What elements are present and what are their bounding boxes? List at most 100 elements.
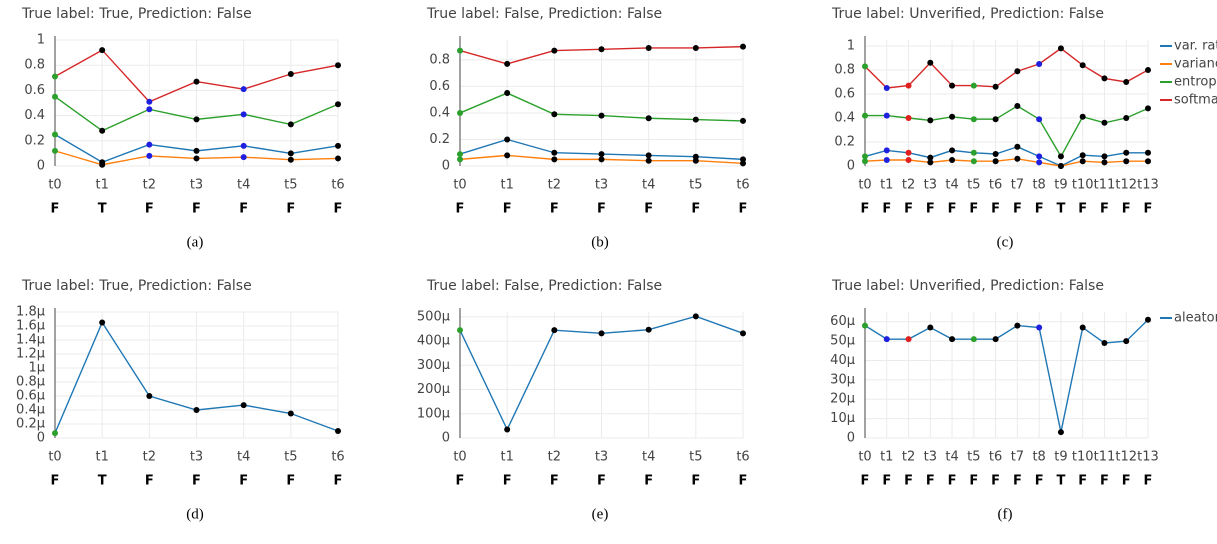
point xyxy=(551,327,558,334)
x-tick-label: t0 xyxy=(858,450,871,465)
point xyxy=(335,428,341,434)
x-tick-label: t11 xyxy=(1094,450,1116,465)
legend-label: entropy xyxy=(1174,75,1217,90)
point xyxy=(949,147,956,154)
x-flag-label: F xyxy=(948,474,957,489)
x-flag-label: F xyxy=(334,202,343,217)
point xyxy=(99,161,106,168)
x-flag-label: F xyxy=(904,202,913,217)
point xyxy=(862,63,868,70)
x-tick-label: t7 xyxy=(1011,178,1024,193)
point xyxy=(905,157,912,163)
point xyxy=(457,47,463,54)
x-flag-label: F xyxy=(1100,202,1109,217)
caption: (b) xyxy=(591,234,609,250)
point xyxy=(1014,143,1021,150)
x-flag-label: F xyxy=(1122,474,1131,489)
x-tick-label: t5 xyxy=(967,450,980,465)
point xyxy=(992,158,999,165)
x-flag-label: F xyxy=(969,202,978,217)
chart-title: True label: True, Prediction: False xyxy=(21,6,252,22)
y-tick-label: 0.6μ xyxy=(16,389,45,404)
point xyxy=(992,116,999,123)
point xyxy=(335,62,341,69)
point xyxy=(146,141,153,148)
series-line xyxy=(864,47,1149,89)
point xyxy=(1101,159,1108,166)
x-flag-label: T xyxy=(1056,202,1065,217)
point xyxy=(1145,158,1151,165)
point xyxy=(287,150,294,157)
point xyxy=(1036,61,1043,67)
point xyxy=(52,131,58,138)
point xyxy=(457,151,463,158)
y-tick-label: 0.8 xyxy=(834,63,855,78)
x-tick-label: t4 xyxy=(237,178,250,193)
x-flag-label: T xyxy=(98,202,107,217)
x-tick-label: t0 xyxy=(48,450,61,465)
point xyxy=(193,155,200,162)
point xyxy=(598,156,605,163)
point xyxy=(645,326,652,333)
point xyxy=(146,106,153,113)
point xyxy=(504,152,511,159)
x-tick-label: t8 xyxy=(1032,178,1045,193)
x-tick-label: t4 xyxy=(945,178,958,193)
point xyxy=(1123,79,1130,85)
x-tick-label: t1 xyxy=(500,178,513,193)
x-flag-label: F xyxy=(739,474,748,489)
x-tick-label: t1 xyxy=(500,450,513,465)
point xyxy=(862,112,868,119)
point xyxy=(927,159,934,166)
point xyxy=(1079,62,1086,69)
point xyxy=(504,136,511,143)
x-flag-label: F xyxy=(239,474,248,489)
x-flag-label: F xyxy=(1035,474,1044,489)
x-flag-label: F xyxy=(1013,474,1022,489)
x-tick-label: t2 xyxy=(548,178,561,193)
y-tick-label: 40μ xyxy=(830,353,855,368)
point xyxy=(240,154,247,161)
x-flag-label: F xyxy=(991,474,1000,489)
x-tick-label: t6 xyxy=(989,450,1002,465)
point xyxy=(1145,149,1151,156)
y-tick-label: 1.4μ xyxy=(16,333,45,348)
point xyxy=(52,430,58,437)
point xyxy=(457,156,463,163)
point xyxy=(905,115,912,121)
point xyxy=(287,121,294,128)
y-tick-label: 1μ xyxy=(28,361,45,376)
point xyxy=(1014,155,1021,162)
point xyxy=(504,426,511,433)
chart-title: True label: False, Prediction: False xyxy=(426,6,662,22)
point xyxy=(862,158,868,165)
x-flag-label: F xyxy=(503,202,512,217)
x-tick-label: t4 xyxy=(945,450,958,465)
x-flag-label: F xyxy=(926,202,935,217)
point xyxy=(883,157,890,163)
y-tick-label: 0 xyxy=(37,159,45,174)
point xyxy=(1079,152,1086,159)
point xyxy=(1057,153,1064,160)
point xyxy=(1057,163,1064,169)
point xyxy=(99,319,106,326)
chart-title: True label: True, Prediction: False xyxy=(21,278,252,294)
point xyxy=(992,151,999,157)
y-tick-label: 1.6μ xyxy=(16,319,45,334)
x-tick-label: t9 xyxy=(1054,178,1067,193)
point xyxy=(949,157,956,163)
y-tick-label: 50μ xyxy=(830,334,855,349)
x-flag-label: F xyxy=(1144,202,1153,217)
x-flag-label: F xyxy=(192,202,201,217)
x-tick-label: t1 xyxy=(95,178,108,193)
x-flag-label: F xyxy=(597,202,606,217)
x-flag-label: F xyxy=(991,202,1000,217)
x-flag-label: F xyxy=(948,202,957,217)
point xyxy=(905,82,912,89)
x-flag-label: F xyxy=(1122,202,1131,217)
point xyxy=(598,330,605,337)
x-tick-label: t1 xyxy=(95,450,108,465)
x-tick-label: t6 xyxy=(989,178,1002,193)
point xyxy=(970,82,977,89)
